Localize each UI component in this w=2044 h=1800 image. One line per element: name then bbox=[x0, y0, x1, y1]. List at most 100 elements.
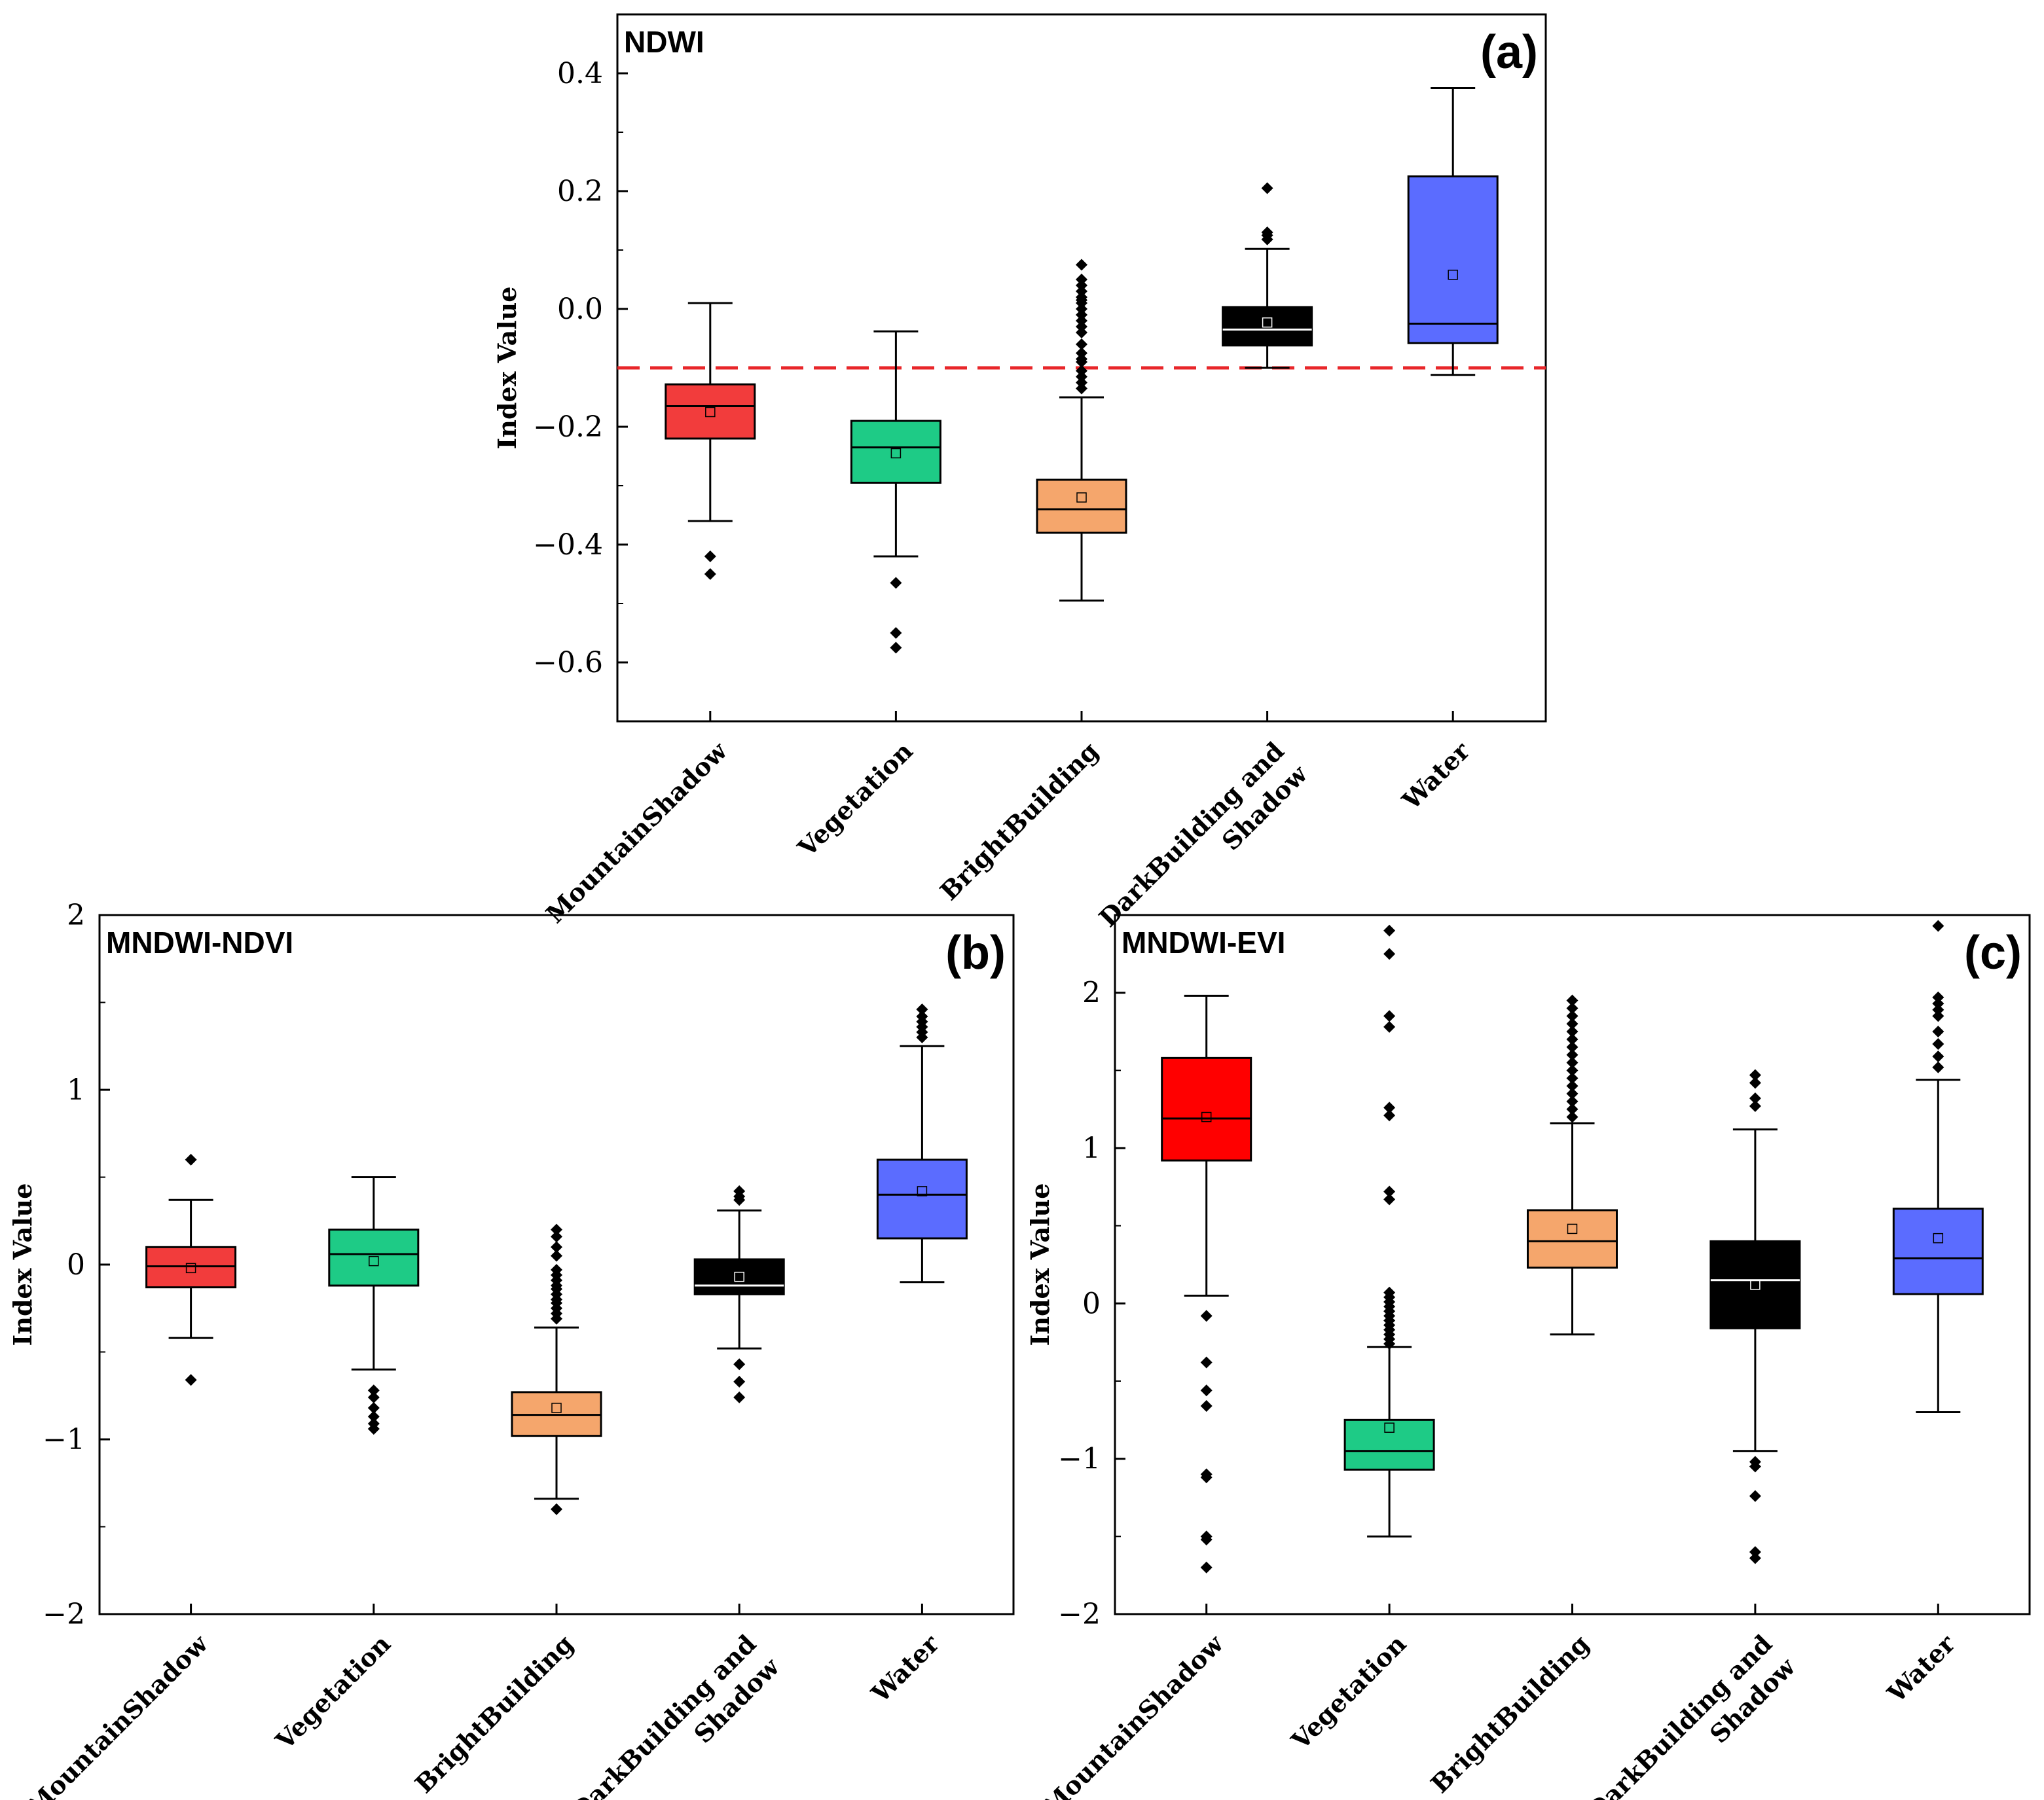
box-iqr bbox=[1161, 1056, 1252, 1162]
y-tick-label: 1 bbox=[67, 1073, 85, 1107]
y-tick-label: 0.0 bbox=[557, 293, 603, 326]
outlier-point bbox=[1383, 948, 1396, 960]
y-axis-title: Index Value bbox=[492, 287, 522, 450]
box-iqr bbox=[876, 1159, 968, 1240]
outlier-point bbox=[890, 577, 902, 589]
x-category-label-line: DarkBuilding and bbox=[1093, 736, 1290, 933]
outlier-point bbox=[1566, 1087, 1579, 1100]
box-1 bbox=[1343, 924, 1435, 1614]
outlier-point bbox=[185, 1374, 197, 1386]
outlier-point bbox=[551, 1503, 562, 1515]
x-category-label: DarkBuilding andShadow bbox=[565, 1629, 786, 1800]
panel-title: NDWI bbox=[624, 25, 704, 59]
outlier-point bbox=[1932, 1010, 1944, 1022]
x-category-label: Vegetation bbox=[1285, 1629, 1412, 1756]
outlier-point bbox=[367, 1422, 380, 1435]
outlier-point bbox=[1932, 1061, 1944, 1073]
outlier-point bbox=[1076, 338, 1087, 350]
y-tick-label: −2 bbox=[1058, 1598, 1101, 1631]
outlier-point bbox=[1749, 1092, 1761, 1105]
mean-marker bbox=[705, 406, 716, 418]
y-tick-label: 0 bbox=[1082, 1287, 1101, 1320]
outlier-point bbox=[1200, 1384, 1213, 1397]
outlier-point bbox=[551, 1223, 562, 1236]
y-tick-label: 0 bbox=[67, 1248, 85, 1282]
outlier-point bbox=[1076, 259, 1087, 271]
y-tick-label: −0.6 bbox=[533, 646, 603, 679]
mean-marker bbox=[1384, 1422, 1395, 1433]
box-3 bbox=[693, 1185, 785, 1614]
outlier-point bbox=[551, 1241, 562, 1253]
outlier-point bbox=[1566, 1018, 1579, 1030]
outlier-point bbox=[1383, 1193, 1396, 1206]
outlier-point bbox=[733, 1375, 746, 1388]
outlier-point bbox=[1566, 1072, 1579, 1085]
box-iqr bbox=[693, 1258, 785, 1295]
y-tick-label: −0.4 bbox=[533, 528, 603, 562]
outlier-point bbox=[1200, 1310, 1213, 1322]
box-iqr bbox=[1343, 1418, 1435, 1471]
box-iqr bbox=[1527, 1209, 1618, 1269]
outlier-point bbox=[1566, 1010, 1579, 1022]
outlier-point bbox=[1932, 1026, 1944, 1037]
outlier-point bbox=[1200, 1471, 1213, 1484]
outlier-point bbox=[1383, 1020, 1396, 1033]
mean-marker bbox=[1201, 1111, 1212, 1123]
panel-title: MNDWI-EVI bbox=[1122, 926, 1285, 960]
outlier-point bbox=[1566, 1041, 1579, 1053]
outlier-point bbox=[890, 627, 902, 639]
y-tick-label: 2 bbox=[67, 899, 85, 932]
outlier-point bbox=[1076, 327, 1087, 338]
y-tick-label: −1 bbox=[1058, 1443, 1101, 1476]
mean-marker bbox=[369, 1255, 379, 1267]
box-2 bbox=[511, 1223, 602, 1614]
box-iqr bbox=[1892, 1208, 1984, 1295]
outlier-point bbox=[1566, 1002, 1579, 1015]
panel-letter: (b) bbox=[945, 927, 1006, 979]
box-4 bbox=[876, 1003, 968, 1614]
outlier-point bbox=[1261, 233, 1273, 245]
outlier-point bbox=[367, 1411, 380, 1423]
outlier-point bbox=[1076, 356, 1087, 368]
outlier-point bbox=[1932, 991, 1944, 1003]
outlier-point bbox=[1383, 1109, 1396, 1122]
box-iqr bbox=[1709, 1240, 1801, 1329]
outlier-point bbox=[733, 1358, 746, 1371]
y-tick-label: 2 bbox=[1082, 977, 1101, 1010]
outlier-point bbox=[1932, 1050, 1944, 1062]
outlier-point bbox=[916, 1031, 928, 1043]
box-iqr bbox=[1407, 175, 1499, 344]
outlier-point bbox=[704, 568, 716, 580]
panel-0: 0.4 0.2 0.0 −0.2 −0.4 −0.6 Index Value NDWI (a) M… bbox=[492, 13, 1547, 956]
outlier-point bbox=[1383, 1185, 1396, 1198]
box-3 bbox=[1222, 182, 1313, 721]
box-0 bbox=[145, 1153, 237, 1614]
outlier-point bbox=[551, 1250, 562, 1262]
outlier-point bbox=[1932, 998, 1944, 1010]
panel-1: 2 1 0 −1 −2 Index Value MNDWI-NDVI (b) MountainS… bbox=[8, 899, 1015, 1800]
y-tick-label: 0.4 bbox=[557, 57, 603, 90]
outlier-point bbox=[1566, 1033, 1579, 1045]
x-category-label: DarkBuilding andShadow bbox=[1093, 736, 1314, 956]
outlier-point bbox=[733, 1194, 746, 1206]
box-1 bbox=[328, 1176, 420, 1614]
panel-letter: (a) bbox=[1480, 26, 1538, 79]
y-tick-label: −2 bbox=[43, 1598, 85, 1631]
outlier-point bbox=[551, 1231, 562, 1243]
outlier-point bbox=[1566, 1049, 1579, 1061]
x-category-label: MountainShadow bbox=[1036, 1629, 1230, 1800]
mean-marker bbox=[890, 448, 902, 459]
outlier-point bbox=[1749, 1546, 1761, 1558]
panel-letter: (c) bbox=[1964, 927, 2022, 979]
mean-marker bbox=[185, 1263, 196, 1274]
outlier-point bbox=[1076, 382, 1087, 395]
mean-marker bbox=[1750, 1280, 1761, 1290]
outlier-point bbox=[1932, 1003, 1944, 1016]
outlier-point bbox=[704, 550, 716, 562]
mean-marker bbox=[1933, 1233, 1944, 1244]
outlier-point bbox=[1749, 1490, 1761, 1502]
outlier-point bbox=[1749, 1100, 1761, 1112]
mean-marker bbox=[734, 1271, 744, 1282]
mean-marker bbox=[551, 1403, 562, 1413]
y-axis-title: Index Value bbox=[8, 1183, 37, 1346]
